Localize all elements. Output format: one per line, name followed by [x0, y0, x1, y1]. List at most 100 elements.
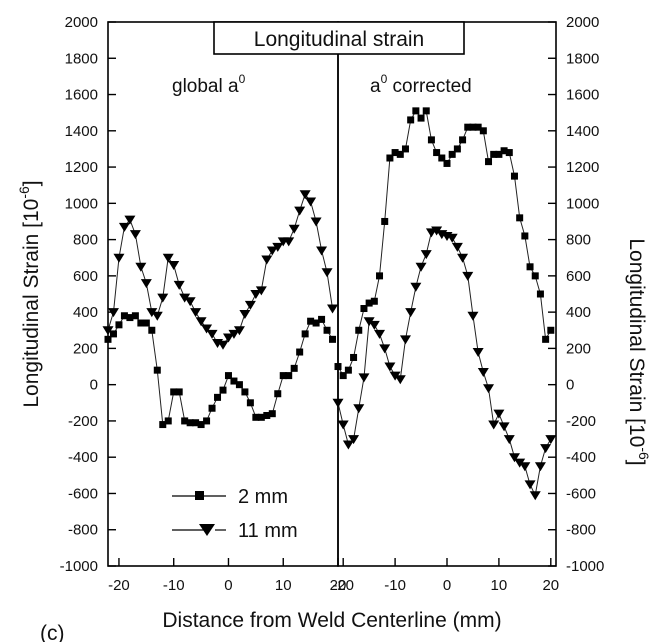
point-11mm — [431, 226, 443, 236]
y-tick-label-left: 1800 — [65, 50, 98, 67]
point-11mm — [217, 340, 229, 350]
point-11mm — [118, 222, 130, 232]
right-panel-a0-corrected: 2000180016001400120010008006004002000-20… — [332, 14, 604, 594]
point-2mm — [290, 364, 298, 372]
point-2mm — [386, 154, 394, 162]
svg-text:Longitudinal Strain [10-6]: Longitudinal Strain [10-6] — [625, 238, 652, 465]
y-tick-label-right: -1000 — [566, 558, 604, 575]
point-2mm — [142, 319, 150, 327]
y-tick-label-right: 800 — [566, 232, 591, 249]
point-11mm — [168, 260, 180, 270]
point-11mm — [498, 422, 510, 432]
x-axis-title: Distance from Weld Centerline (mm) — [162, 609, 501, 632]
point-11mm — [228, 329, 240, 339]
point-2mm — [274, 390, 282, 398]
point-2mm — [542, 335, 550, 343]
point-11mm — [157, 293, 169, 303]
y-tick-label-left: 1200 — [65, 159, 98, 176]
point-11mm — [321, 268, 333, 278]
point-2mm — [104, 335, 112, 343]
point-2mm — [268, 410, 276, 418]
point-2mm — [516, 214, 524, 222]
point-11mm — [348, 435, 360, 445]
legend-label-11mm: 11 mm — [238, 520, 298, 542]
point-11mm — [514, 458, 526, 468]
point-2mm — [241, 388, 249, 396]
point-2mm — [252, 413, 260, 421]
point-2mm — [246, 399, 254, 407]
left-y-axis-title: Longitudinal Strain [10-6] — [16, 180, 43, 407]
point-2mm — [448, 150, 456, 158]
point-2mm — [307, 317, 315, 325]
point-11mm — [316, 246, 328, 256]
point-2mm — [355, 326, 363, 334]
point-11mm — [195, 317, 207, 327]
legend-item-2mm: 2 mm — [172, 486, 288, 508]
point-2mm — [350, 353, 358, 361]
left-x-ticks: -20 -10 0 10 20 — [108, 558, 346, 594]
point-11mm — [399, 335, 411, 345]
point-2mm — [126, 314, 134, 322]
point-2mm — [396, 150, 404, 158]
point-2mm — [301, 330, 309, 338]
point-2mm — [490, 150, 498, 158]
y-tick-label-left: 0 — [90, 377, 98, 394]
y-tick-label-left: 600 — [73, 268, 98, 285]
point-2mm — [312, 319, 320, 327]
point-2mm — [115, 321, 123, 329]
point-11mm — [363, 317, 375, 327]
y-tick-label-right: 2000 — [566, 14, 599, 31]
point-11mm — [239, 309, 251, 319]
point-11mm — [534, 462, 546, 472]
point-11mm — [332, 398, 344, 408]
point-11mm — [135, 262, 147, 272]
y-tick-label-left: 400 — [73, 304, 98, 321]
point-11mm — [394, 375, 406, 385]
point-2mm — [407, 116, 415, 124]
point-11mm — [190, 308, 202, 318]
point-11mm — [294, 206, 306, 216]
right-series-group — [332, 107, 557, 501]
point-11mm — [524, 480, 536, 490]
point-2mm — [131, 312, 139, 320]
point-11mm — [529, 491, 541, 501]
point-2mm — [479, 127, 487, 135]
y-tick-label-left: 800 — [73, 232, 98, 249]
point-2mm — [459, 136, 467, 144]
right-x-ticks: -20 -10 0 10 20 — [332, 558, 559, 594]
point-11mm — [477, 367, 489, 377]
point-11mm — [124, 215, 136, 225]
point-11mm — [129, 230, 141, 240]
point-2mm — [495, 150, 503, 158]
point-11mm — [283, 237, 295, 247]
point-2mm — [370, 297, 378, 305]
point-11mm — [508, 453, 520, 463]
point-2mm — [263, 411, 271, 419]
point-2mm — [391, 149, 399, 157]
point-2mm — [137, 319, 145, 327]
point-11mm — [379, 344, 391, 354]
point-2mm — [109, 330, 117, 338]
point-11mm — [353, 404, 365, 414]
y-tick-label-left: -600 — [68, 485, 98, 502]
y-tick-label-left: -400 — [68, 449, 98, 466]
point-2mm — [279, 372, 287, 380]
point-11mm — [483, 384, 495, 394]
point-2mm — [219, 386, 227, 394]
point-11mm — [519, 462, 531, 472]
point-2mm — [360, 305, 368, 313]
point-2mm — [344, 366, 352, 374]
point-11mm — [472, 348, 484, 358]
point-2mm — [329, 335, 337, 343]
point-2mm — [381, 217, 389, 225]
left-plot-frame — [107, 21, 339, 567]
point-2mm — [296, 348, 304, 356]
x-tick-label: 10 — [491, 577, 508, 594]
y-tick-label-right: 1600 — [566, 87, 599, 104]
point-11mm — [310, 217, 322, 227]
y-tick-label-right: -400 — [566, 449, 596, 466]
point-2mm — [334, 363, 342, 371]
point-2mm — [153, 366, 161, 374]
point-2mm — [505, 149, 513, 157]
point-11mm — [327, 304, 339, 314]
